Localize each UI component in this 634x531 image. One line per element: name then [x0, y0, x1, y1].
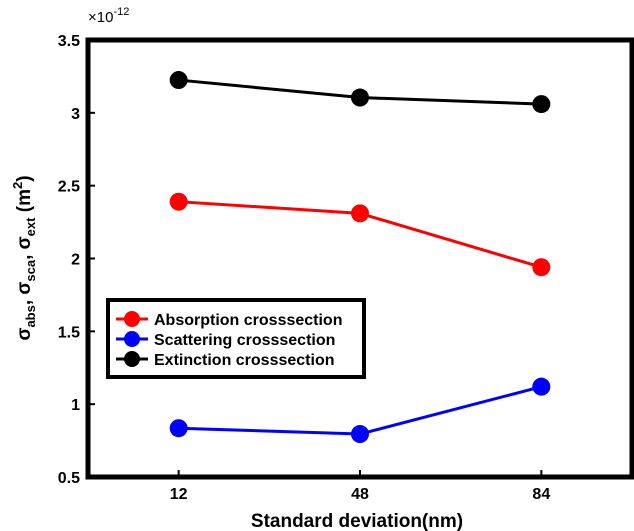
plot-frame [85, 37, 634, 480]
y-tick-label: 3.5 [58, 33, 80, 50]
legend-entry: Extinction crosssection [154, 352, 335, 369]
legend-box [106, 298, 366, 379]
series-group [169, 192, 551, 277]
y-multiplier-label: ×10-12 [88, 6, 129, 26]
y-axis-title-group: σabs, σsca, σext (m2) [10, 175, 38, 340]
data-point [169, 419, 188, 438]
data-point [169, 192, 188, 211]
legend-marker [124, 311, 140, 327]
x-tick-label: 12 [170, 486, 188, 503]
y-multiplier-base: ×10 [88, 9, 113, 26]
y-tick-label: 0.5 [58, 470, 80, 487]
x-axis-title: Standard deviation(nm) [251, 511, 463, 531]
series-group [169, 377, 551, 444]
legend-entry: Absorption crosssection [154, 312, 342, 329]
legend-entry: Scattering crosssection [154, 332, 335, 349]
data-point [532, 377, 551, 396]
x-tick-label: 48 [351, 486, 369, 503]
y-tick-label: 1 [71, 397, 80, 414]
y-tick-label: 2 [71, 252, 80, 269]
data-point [351, 88, 369, 107]
data-point [532, 95, 551, 114]
x-tick-label: 84 [532, 486, 550, 503]
y-multiplier-exponent: -12 [113, 6, 129, 18]
y-tick-label: 1.5 [58, 324, 80, 341]
y-tick-label: 2.5 [58, 179, 80, 196]
data-point [351, 425, 369, 444]
legend: Absorption crosssection Scattering crosss… [106, 298, 366, 379]
series-layer [169, 71, 551, 444]
data-point [532, 258, 551, 277]
ticks-layer: 12 48 84 0.5 1 1.5 2 2.5 3 3.5 [58, 33, 551, 503]
legend-marker [124, 351, 140, 367]
series-group [169, 71, 551, 114]
y-axis-title: σabs, σsca, σext (m2) [10, 175, 38, 340]
legend-marker [124, 331, 140, 347]
y-tick-label: 3 [71, 106, 80, 123]
data-point [169, 71, 188, 90]
data-point [351, 204, 369, 223]
